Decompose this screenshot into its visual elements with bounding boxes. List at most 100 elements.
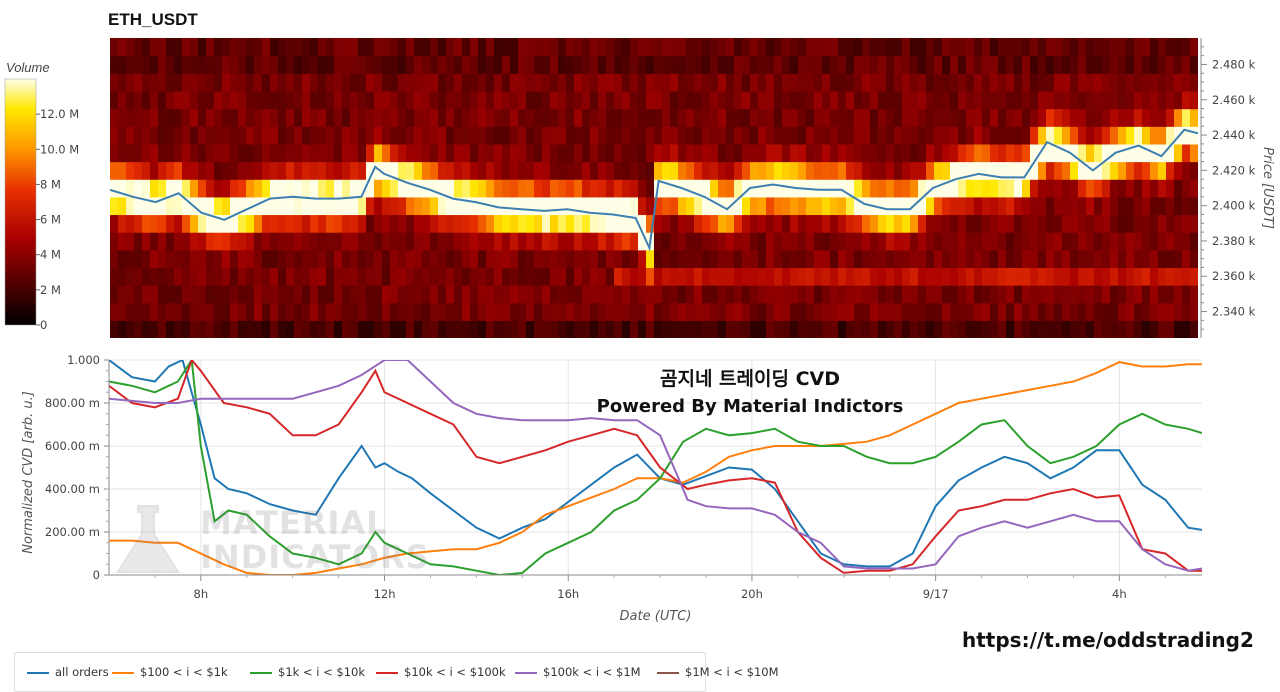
heatmap-cell bbox=[1078, 196, 1087, 216]
heatmap-cell bbox=[710, 285, 719, 304]
heatmap-cell bbox=[262, 232, 271, 251]
heatmap-cell bbox=[422, 214, 431, 233]
legend-item[interactable]: $1M < i < $10M bbox=[657, 653, 779, 691]
heatmap-cell bbox=[582, 179, 591, 198]
heatmap-cell bbox=[718, 108, 727, 127]
legend-item[interactable]: $1k < i < $10k bbox=[250, 653, 365, 691]
heatmap-cell bbox=[1174, 161, 1183, 180]
heatmap-cell bbox=[1174, 143, 1183, 163]
heatmap-cell bbox=[494, 161, 503, 180]
heatmap-cell bbox=[862, 249, 871, 269]
heatmap-cell bbox=[302, 126, 311, 145]
heatmap-cell bbox=[142, 196, 151, 216]
heatmap-cell bbox=[262, 320, 271, 338]
heatmap-cell bbox=[1038, 320, 1047, 338]
price-axis-title: Price [USDT] bbox=[1260, 147, 1275, 229]
heatmap-cell bbox=[566, 143, 575, 163]
heatmap-cell bbox=[750, 143, 759, 163]
telegram-link[interactable]: https://t.me/oddstrading2 bbox=[962, 628, 1254, 652]
heatmap-cell bbox=[742, 55, 751, 74]
heatmap-cell bbox=[918, 161, 927, 180]
heatmap-cell bbox=[1142, 143, 1151, 163]
legend-item[interactable]: $100k < i < $1M bbox=[515, 653, 641, 691]
heatmap-cell bbox=[814, 161, 823, 180]
heatmap-cell bbox=[182, 73, 191, 92]
heatmap-cell bbox=[750, 161, 759, 180]
heatmap-cell bbox=[1110, 249, 1119, 269]
heatmap-cell bbox=[1054, 302, 1063, 321]
heatmap-cell bbox=[630, 108, 639, 127]
heatmap-cell bbox=[1038, 161, 1047, 180]
heatmap-cell bbox=[542, 38, 551, 57]
heatmap-cell bbox=[334, 214, 343, 233]
heatmap-cell bbox=[654, 108, 663, 127]
heatmap-cell bbox=[238, 143, 247, 163]
heatmap-cell bbox=[966, 179, 975, 198]
heatmap-cell bbox=[782, 55, 791, 74]
heatmap-cell bbox=[350, 302, 359, 321]
heatmap-cell bbox=[110, 126, 119, 145]
heatmap-cell bbox=[502, 196, 511, 216]
legend-item[interactable]: $10k < i < $100k bbox=[376, 653, 506, 691]
heatmap-cell bbox=[1126, 108, 1135, 127]
heatmap-cell bbox=[294, 108, 303, 127]
heatmap-cell bbox=[1174, 38, 1183, 57]
heatmap-cell bbox=[942, 267, 951, 286]
heatmap-cell bbox=[886, 285, 895, 304]
heatmap-cell bbox=[806, 38, 815, 57]
heatmap-cell bbox=[270, 285, 279, 304]
heatmap-cell bbox=[614, 108, 623, 127]
heatmap-cell bbox=[1006, 126, 1015, 145]
heatmap-cell bbox=[1166, 249, 1175, 269]
heatmap-cell bbox=[686, 108, 695, 127]
heatmap-cell bbox=[638, 267, 647, 286]
heatmap-cell bbox=[1118, 73, 1127, 92]
heatmap-cell bbox=[766, 126, 775, 145]
heatmap-cell bbox=[846, 55, 855, 74]
heatmap-cell bbox=[894, 285, 903, 304]
heatmap-cell bbox=[790, 126, 799, 145]
heatmap-cell bbox=[1046, 285, 1055, 304]
heatmap-cell bbox=[486, 38, 495, 57]
heatmap-cell bbox=[926, 267, 935, 286]
heatmap-cell bbox=[446, 126, 455, 145]
legend-label: $1k < i < $10k bbox=[278, 665, 365, 679]
heatmap-cell bbox=[990, 73, 999, 92]
heatmap-cell bbox=[270, 196, 279, 216]
heatmap-cell bbox=[622, 38, 631, 57]
heatmap-cell bbox=[1150, 38, 1159, 57]
heatmap-cell bbox=[694, 285, 703, 304]
heatmap-cell bbox=[1118, 232, 1127, 251]
heatmap-cell bbox=[1134, 179, 1143, 198]
heatmap-cell bbox=[542, 179, 551, 198]
heatmap-cell bbox=[702, 179, 711, 198]
legend-swatch bbox=[112, 671, 134, 674]
heatmap-cell bbox=[382, 267, 391, 286]
heatmap-cell bbox=[1022, 161, 1031, 180]
heatmap-cell bbox=[118, 179, 127, 198]
legend-item[interactable]: $100 < i < $1k bbox=[112, 653, 228, 691]
heatmap-cell bbox=[118, 196, 127, 216]
heatmap-cell bbox=[166, 267, 175, 286]
heatmap-cell bbox=[318, 161, 327, 180]
heatmap-cell bbox=[126, 320, 135, 338]
heatmap-cell bbox=[1070, 143, 1079, 163]
heatmap-cell bbox=[1102, 302, 1111, 321]
heatmap-cell bbox=[1142, 302, 1151, 321]
heatmap-cell bbox=[182, 143, 191, 163]
heatmap-cell bbox=[846, 214, 855, 233]
heatmap-cell bbox=[1054, 214, 1063, 233]
heatmap-cell bbox=[1062, 108, 1071, 127]
heatmap-cell bbox=[430, 302, 439, 321]
heatmap-cell bbox=[254, 179, 263, 198]
legend-item[interactable]: all orders bbox=[27, 653, 109, 691]
heatmap-cell bbox=[518, 267, 527, 286]
heatmap-cell bbox=[694, 143, 703, 163]
heatmap-cell bbox=[382, 143, 391, 163]
heatmap-cell bbox=[358, 179, 367, 198]
heatmap-cell bbox=[574, 214, 583, 233]
heatmap-cell bbox=[1126, 285, 1135, 304]
heatmap-cell bbox=[694, 232, 703, 251]
heatmap-cell bbox=[542, 285, 551, 304]
heatmap-cell bbox=[726, 126, 735, 145]
